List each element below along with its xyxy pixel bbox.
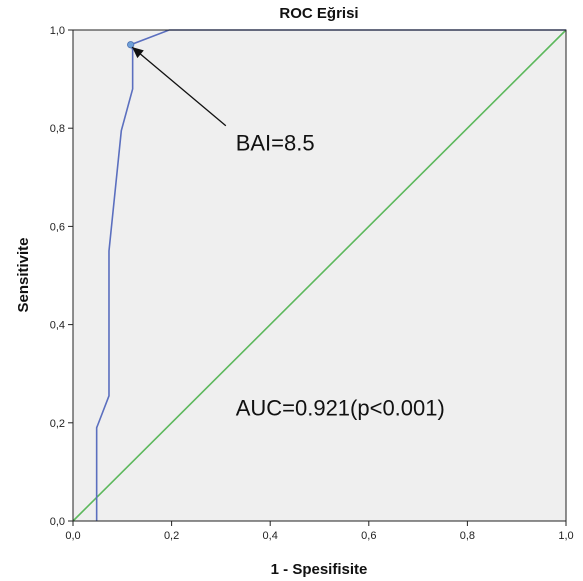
tick-layer: 0,0 0,2 0,4 0,6 0,8 1,0 0,0 0,2 0,4 0,6 0,8 1,0 <box>50 25 574 542</box>
annotation-layer: BAI=8.5 AUC=0.921(p<0.001) <box>131 46 445 420</box>
x-axis-label: 1 - Spesifisite <box>271 561 368 578</box>
x-tick-label: 0,8 <box>460 530 475 542</box>
x-tick-label: 0,6 <box>361 530 376 542</box>
series-layer <box>72 29 567 522</box>
annotation-arrow-line <box>131 46 227 127</box>
cutoff-marker <box>127 41 135 49</box>
annotation-cutoff-label: BAI=8.5 <box>236 130 315 155</box>
x-tick-label: 0,2 <box>164 530 179 542</box>
y-tick-label: 0,6 <box>50 221 65 233</box>
x-tick-label: 0,0 <box>65 530 80 542</box>
plot-frame <box>72 29 567 522</box>
annotation-arrow-head <box>132 47 144 59</box>
y-tick-label: 0,0 <box>50 516 65 528</box>
y-tick-label: 1,0 <box>50 25 65 37</box>
annotation-auc-label: AUC=0.921(p<0.001) <box>236 395 445 420</box>
chart-title: ROC Eğrisi <box>279 5 358 22</box>
x-tick-label: 0,4 <box>263 530 278 542</box>
reference-diagonal-line <box>72 29 567 522</box>
y-axis-label: Sensitivite <box>15 237 32 312</box>
roc-curve-line <box>95 29 566 521</box>
y-tick-label: 0,2 <box>50 418 65 430</box>
x-tick-label: 1,0 <box>558 530 573 542</box>
y-tick-label: 0,8 <box>50 123 65 135</box>
y-tick-label: 0,4 <box>50 320 65 332</box>
